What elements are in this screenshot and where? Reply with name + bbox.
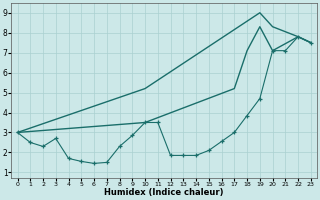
- X-axis label: Humidex (Indice chaleur): Humidex (Indice chaleur): [104, 188, 224, 197]
